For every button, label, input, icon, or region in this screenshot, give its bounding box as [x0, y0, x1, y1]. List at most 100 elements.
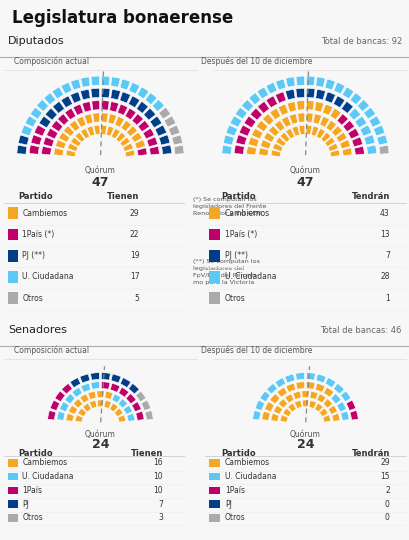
- Wedge shape: [149, 146, 159, 155]
- Wedge shape: [131, 132, 142, 143]
- Wedge shape: [368, 116, 380, 127]
- Wedge shape: [327, 143, 337, 151]
- Wedge shape: [39, 116, 51, 128]
- Wedge shape: [328, 406, 337, 414]
- Wedge shape: [90, 373, 99, 380]
- Wedge shape: [71, 137, 81, 146]
- Wedge shape: [235, 107, 247, 119]
- Wedge shape: [285, 383, 295, 393]
- Wedge shape: [270, 150, 280, 157]
- Wedge shape: [137, 120, 149, 132]
- Text: 15: 15: [379, 472, 389, 481]
- Wedge shape: [330, 394, 340, 404]
- Text: Quórum: Quórum: [289, 430, 320, 439]
- Wedge shape: [47, 129, 58, 139]
- Text: 17: 17: [130, 272, 139, 281]
- Text: Senadores: Senadores: [8, 326, 67, 335]
- Wedge shape: [141, 400, 151, 410]
- Wedge shape: [75, 415, 83, 422]
- Text: U. Ciudadana: U. Ciudadana: [22, 272, 74, 281]
- Wedge shape: [366, 145, 376, 154]
- Text: 24: 24: [296, 438, 313, 451]
- Wedge shape: [121, 120, 131, 131]
- Wedge shape: [252, 410, 260, 420]
- Wedge shape: [316, 394, 325, 403]
- Wedge shape: [376, 135, 387, 145]
- Text: Otros: Otros: [22, 514, 43, 522]
- FancyBboxPatch shape: [8, 514, 18, 522]
- Wedge shape: [101, 89, 110, 98]
- Wedge shape: [270, 413, 279, 421]
- Text: 29: 29: [379, 458, 389, 468]
- Text: Diputados: Diputados: [8, 37, 65, 46]
- Wedge shape: [319, 116, 329, 127]
- Wedge shape: [145, 93, 157, 105]
- Wedge shape: [21, 125, 32, 136]
- Wedge shape: [128, 96, 139, 107]
- Text: Quórum: Quórum: [85, 166, 116, 174]
- Wedge shape: [275, 137, 285, 146]
- Text: U. Ciudadana: U. Ciudadana: [225, 472, 276, 481]
- Wedge shape: [258, 148, 268, 156]
- Wedge shape: [126, 126, 137, 137]
- Wedge shape: [84, 114, 92, 124]
- Wedge shape: [135, 391, 146, 402]
- Wedge shape: [68, 406, 77, 414]
- Wedge shape: [331, 413, 339, 421]
- Wedge shape: [63, 126, 74, 137]
- Wedge shape: [333, 96, 344, 107]
- Wedge shape: [274, 120, 284, 131]
- Wedge shape: [269, 394, 279, 404]
- Wedge shape: [315, 383, 324, 393]
- Wedge shape: [119, 92, 130, 103]
- Wedge shape: [47, 410, 56, 420]
- Wedge shape: [223, 135, 234, 145]
- Wedge shape: [291, 126, 299, 136]
- Wedge shape: [378, 145, 388, 154]
- Wedge shape: [30, 107, 42, 119]
- Wedge shape: [52, 87, 63, 99]
- FancyBboxPatch shape: [8, 228, 18, 240]
- Wedge shape: [111, 129, 120, 139]
- Wedge shape: [135, 411, 144, 421]
- Text: Después del 10 de diciembre: Después del 10 de diciembre: [200, 345, 311, 355]
- Wedge shape: [331, 126, 342, 137]
- Text: (**) Se computan los
legisladores del
FpV/PJ y del Peronis-
mo para la Victoria: (**) Se computan los legisladores del Fp…: [192, 259, 259, 285]
- Text: Partido: Partido: [18, 449, 53, 458]
- Text: Después del 10 de diciembre: Después del 10 de diciembre: [200, 56, 311, 66]
- Wedge shape: [342, 120, 354, 132]
- Wedge shape: [171, 135, 182, 145]
- Wedge shape: [275, 79, 285, 90]
- Wedge shape: [295, 373, 304, 380]
- Wedge shape: [34, 125, 46, 136]
- Wedge shape: [91, 89, 99, 98]
- Wedge shape: [359, 125, 371, 136]
- Wedge shape: [325, 120, 336, 131]
- Wedge shape: [351, 137, 362, 147]
- Wedge shape: [306, 76, 314, 86]
- Wedge shape: [128, 82, 139, 94]
- Wedge shape: [324, 377, 335, 388]
- Wedge shape: [294, 401, 301, 409]
- Wedge shape: [335, 132, 346, 143]
- Text: 1: 1: [384, 294, 389, 302]
- Wedge shape: [161, 145, 171, 154]
- Wedge shape: [137, 148, 147, 156]
- Wedge shape: [120, 377, 130, 388]
- Wedge shape: [115, 116, 124, 127]
- Wedge shape: [306, 373, 315, 380]
- Wedge shape: [256, 120, 267, 132]
- FancyBboxPatch shape: [8, 487, 18, 494]
- Wedge shape: [101, 100, 109, 110]
- Wedge shape: [353, 146, 364, 155]
- Wedge shape: [284, 394, 293, 403]
- Wedge shape: [73, 104, 83, 116]
- Wedge shape: [145, 410, 153, 420]
- Wedge shape: [329, 150, 339, 157]
- Wedge shape: [348, 108, 360, 120]
- Text: 10: 10: [153, 486, 162, 495]
- Wedge shape: [18, 135, 29, 145]
- Wedge shape: [286, 102, 296, 112]
- Wedge shape: [72, 387, 82, 397]
- Wedge shape: [295, 382, 304, 389]
